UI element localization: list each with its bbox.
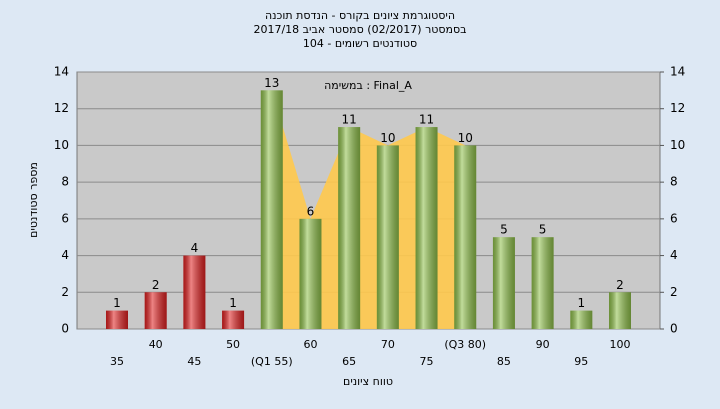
x-tick-label: 40: [149, 338, 163, 351]
data-label: 6: [307, 204, 315, 218]
y-axis-title: מספר סטודנטים: [27, 162, 40, 238]
y2-tick-label: 10: [670, 138, 685, 152]
y-tick-label: 8: [61, 175, 69, 189]
x-tick-label: (Q1 55): [251, 355, 293, 368]
x-tick-label: 70: [381, 338, 395, 351]
data-label: 1: [229, 296, 237, 310]
x-tick-label: 60: [303, 338, 317, 351]
y-tick-label: 4: [61, 248, 69, 262]
bar-shine: [454, 145, 477, 329]
y-tick-label: 6: [61, 211, 69, 225]
bar-shine: [570, 310, 593, 329]
data-label: 1: [113, 296, 121, 310]
data-label: 13: [264, 76, 279, 90]
y2-tick-label: 8: [670, 175, 678, 189]
data-label: 1: [577, 296, 585, 310]
y2-tick-label: 6: [670, 211, 678, 225]
x-tick-label: 75: [420, 355, 434, 368]
annotation: במשימה : Final_A: [324, 79, 412, 92]
x-tick-label: 45: [187, 355, 201, 368]
y2-tick-label: 0: [670, 322, 678, 336]
chart-subtitle: סטודנטים רשומים - 104: [303, 37, 417, 50]
x-axis-title: טווח ציונים: [343, 375, 393, 388]
bar-shine: [609, 292, 631, 329]
data-label: 2: [152, 278, 160, 292]
y2-tick-label: 2: [670, 285, 678, 299]
y-tick-label: 12: [54, 101, 69, 115]
x-tick-label: 50: [226, 338, 240, 351]
y2-tick-label: 14: [670, 65, 685, 79]
x-tick-label: 95: [574, 355, 588, 368]
bar-shine: [222, 310, 245, 329]
y2-tick-label: 4: [670, 248, 678, 262]
bar-shine: [376, 145, 399, 329]
x-tick-label: 90: [536, 338, 550, 351]
bar-shine: [106, 310, 128, 329]
data-label: 10: [458, 131, 473, 145]
data-label: 10: [380, 131, 395, 145]
y-tick-label: 10: [54, 138, 69, 152]
data-label: 5: [539, 223, 547, 237]
data-label: 2: [616, 278, 624, 292]
x-tick-label: 65: [342, 355, 356, 368]
bar-shine: [144, 292, 167, 329]
bar-shine: [531, 237, 554, 329]
data-label: 5: [500, 223, 508, 237]
y-tick-label: 14: [54, 65, 69, 79]
chart-subtitle: בסמסטר (02/2017) סמסטר אביב 2017/18: [253, 23, 466, 36]
bar-shine: [338, 127, 361, 329]
data-label: 11: [419, 113, 434, 127]
bar-shine: [260, 90, 283, 329]
bar-shine: [415, 127, 438, 329]
bar-shine: [492, 237, 515, 329]
bar-shine: [183, 255, 206, 329]
x-tick-label: 100: [610, 338, 631, 351]
y2-tick-label: 12: [670, 101, 685, 115]
x-tick-label: 85: [497, 355, 511, 368]
data-label: 11: [342, 113, 357, 127]
chart-title: היסטוגרמת ציונים בקורס - הנדסת תוכנה: [265, 9, 455, 22]
y-tick-label: 0: [61, 322, 69, 336]
x-tick-label: (Q3 80): [444, 338, 486, 351]
data-label: 4: [191, 241, 199, 255]
x-tick-label: 35: [110, 355, 124, 368]
y-tick-label: 2: [61, 285, 69, 299]
bar-shine: [299, 218, 322, 329]
